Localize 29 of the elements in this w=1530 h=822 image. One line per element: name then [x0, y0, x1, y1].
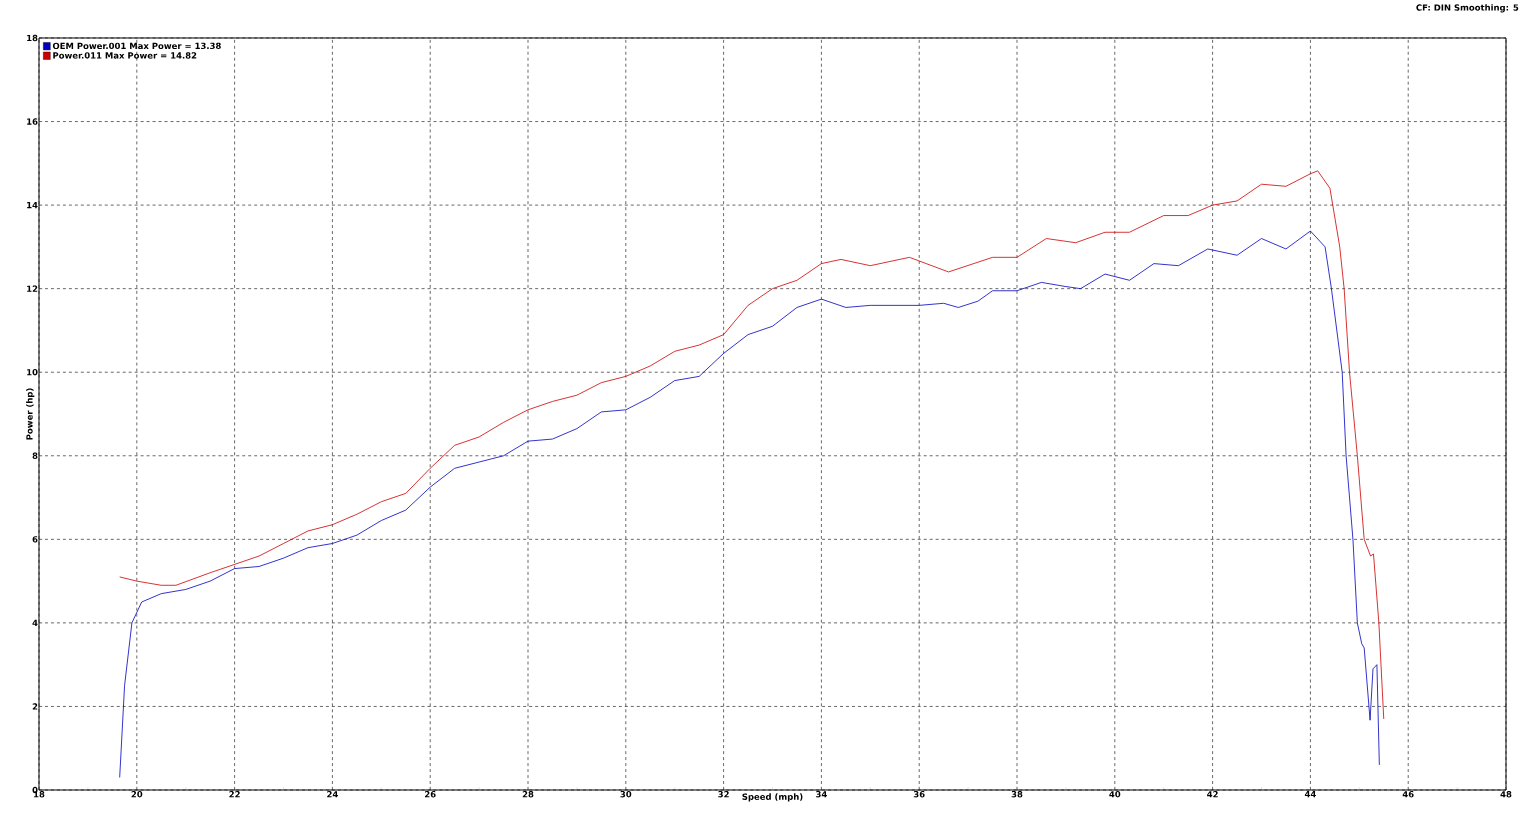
- x-tick-label: 48: [1500, 791, 1512, 798]
- x-tick-label: 22: [229, 791, 240, 798]
- y-tick-label: 8: [32, 452, 38, 459]
- y-tick-label: 10: [27, 369, 38, 376]
- y-tick-label: 16: [27, 118, 38, 125]
- y-tick-label: 12: [27, 285, 38, 292]
- text: CF: DIN Smoothing: 5: [1416, 4, 1519, 13]
- x-tick-label: 42: [1207, 791, 1218, 798]
- x-tick-label: 46: [1402, 791, 1414, 798]
- y-tick-label: 4: [32, 619, 38, 626]
- y-tick-label: 18: [27, 34, 38, 42]
- x-tick-label: 28: [522, 791, 534, 798]
- x-tick-label: 38: [1011, 791, 1023, 798]
- x-tick-label: 30: [620, 791, 632, 798]
- legend-label: OEM Power.001 Max Power = 13.38: [52, 42, 221, 50]
- legend-label: Power.011 Max Power = 14.82: [53, 52, 197, 59]
- y-tick-label: 14: [27, 202, 38, 209]
- x-tick-label: 24: [327, 791, 338, 798]
- x-tick-label: 26: [424, 791, 436, 798]
- x-tick-label: 34: [816, 791, 827, 798]
- x-tick-label: 32: [718, 791, 729, 798]
- x-axis-title: Speed (mph): [742, 793, 803, 802]
- x-tick-label: 36: [913, 791, 925, 798]
- y-axis-title: Power (hp): [26, 388, 35, 440]
- y-tick-label: 2: [32, 703, 38, 710]
- x-tick-label: 20: [131, 791, 143, 798]
- x-tick-label: 40: [1109, 791, 1121, 798]
- y-tick-label: 6: [32, 536, 38, 543]
- x-tick-label: 44: [1304, 791, 1316, 798]
